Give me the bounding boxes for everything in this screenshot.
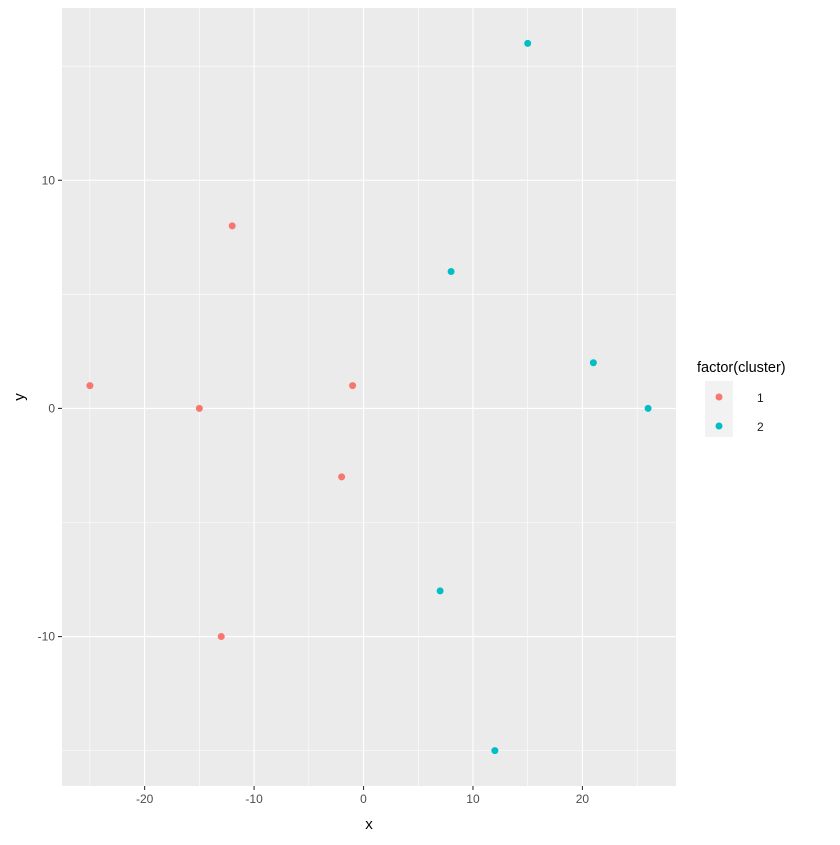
y-tick-label: 10 (42, 173, 56, 187)
data-point-cluster-2 (644, 404, 652, 412)
axes: -20 -10 0 10 20 -10 0 10 (38, 173, 590, 806)
data-point-cluster-2 (524, 39, 532, 47)
x-tick-label: 10 (466, 792, 480, 806)
x-tick-label: -20 (136, 792, 154, 806)
x-tick-label: 20 (576, 792, 590, 806)
legend-key-1 (715, 393, 723, 401)
grid (62, 8, 676, 786)
data-point-cluster-1 (86, 382, 94, 390)
data-point-cluster-2 (491, 747, 499, 755)
data-point-cluster-1 (195, 404, 203, 412)
legend-key-2 (715, 422, 723, 430)
legend: factor(cluster) 1 2 (697, 360, 786, 437)
data-point-cluster-2 (589, 359, 597, 367)
y-tick-label: 0 (48, 401, 55, 415)
data-point-cluster-1 (349, 382, 357, 390)
data-point-cluster-1 (228, 222, 236, 230)
y-tick-label: -10 (38, 630, 56, 644)
legend-title: factor(cluster) (697, 360, 786, 376)
x-axis-label: x (365, 816, 373, 833)
legend-label-2: 2 (757, 420, 764, 434)
panel-background (62, 8, 676, 786)
data-point-cluster-1 (217, 633, 225, 641)
data-point-cluster-2 (436, 587, 444, 595)
x-tick-label: 0 (360, 792, 367, 806)
y-axis-label: y (11, 393, 28, 401)
legend-label-1: 1 (757, 391, 764, 405)
data-point-cluster-2 (447, 268, 455, 276)
points (86, 39, 652, 755)
data-point-cluster-1 (338, 473, 346, 481)
x-tick-label: -10 (245, 792, 263, 806)
